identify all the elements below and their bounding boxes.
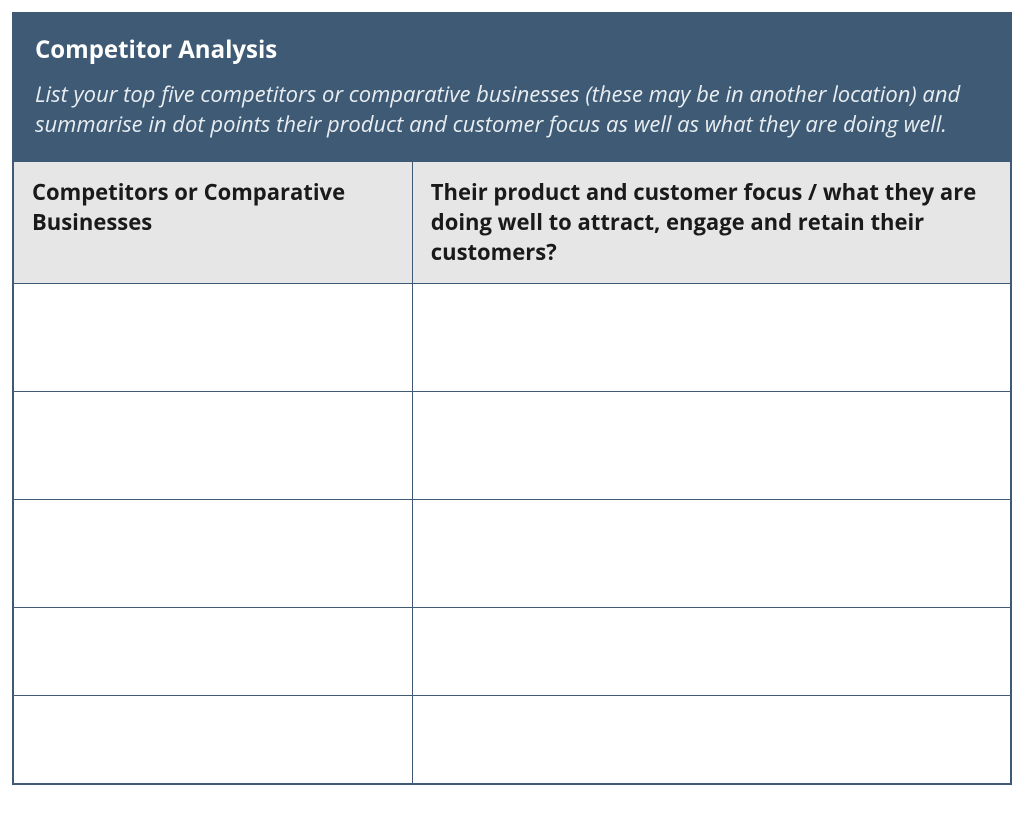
competitor-table-body: Competitors or Comparative Businesses Th… <box>13 161 1011 784</box>
cell-competitor[interactable] <box>14 608 413 696</box>
table-row <box>14 284 1011 392</box>
column-header-competitors: Competitors or Comparative Businesses <box>14 162 413 284</box>
cell-focus[interactable] <box>412 392 1010 500</box>
cell-competitor[interactable] <box>14 500 413 608</box>
table-row <box>14 392 1011 500</box>
cell-focus[interactable] <box>412 608 1010 696</box>
cell-competitor[interactable] <box>14 696 413 784</box>
table-row <box>14 696 1011 784</box>
competitor-analysis-table: Competitor Analysis List your top five c… <box>12 12 1012 785</box>
table-row <box>14 500 1011 608</box>
cell-competitor[interactable] <box>14 392 413 500</box>
table-row <box>14 608 1011 696</box>
column-header-focus: Their product and customer focus / what … <box>412 162 1010 284</box>
cell-focus[interactable] <box>412 500 1010 608</box>
table-title: Competitor Analysis <box>35 33 989 66</box>
table-instructions: List your top five competitors or compar… <box>35 80 989 139</box>
cell-focus[interactable] <box>412 696 1010 784</box>
cell-focus[interactable] <box>412 284 1010 392</box>
cell-competitor[interactable] <box>14 284 413 392</box>
table-header-block: Competitor Analysis List your top five c… <box>13 13 1011 161</box>
column-header-row: Competitors or Comparative Businesses Th… <box>14 162 1011 284</box>
